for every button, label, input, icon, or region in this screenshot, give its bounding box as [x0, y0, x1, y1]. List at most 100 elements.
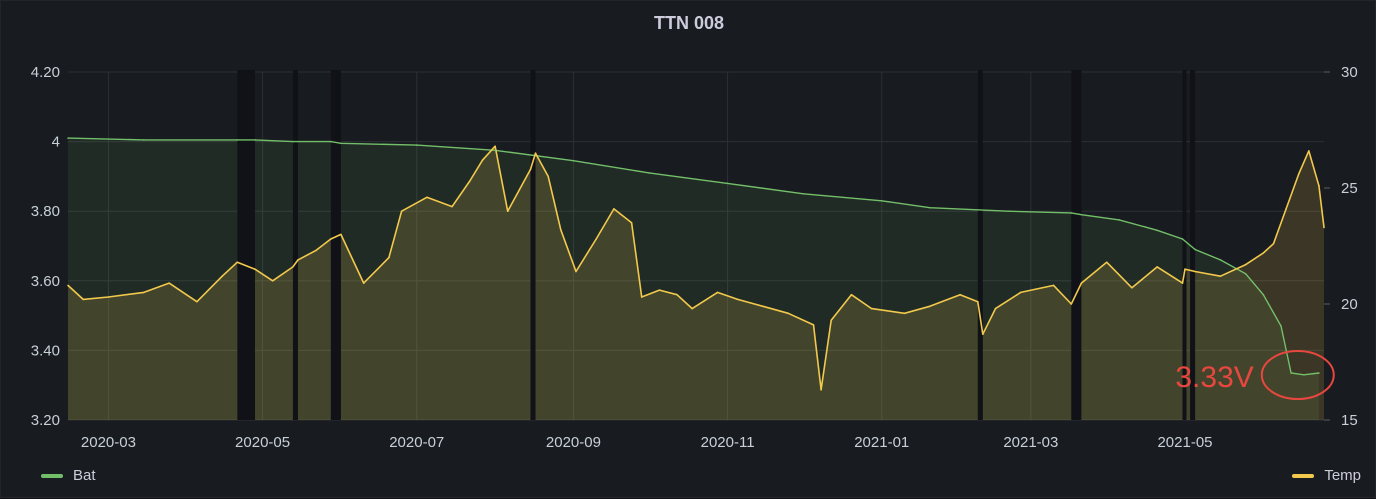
temp-point: [1244, 263, 1247, 266]
temp-point: [1105, 261, 1108, 264]
annotation-label: 3.33V: [1175, 361, 1253, 394]
temp-point: [982, 333, 984, 335]
y-left-tick-label: 4: [52, 134, 60, 151]
y-left-tick-label: 3.60: [31, 273, 60, 290]
temp-point: [196, 300, 198, 303]
temp-point: [254, 268, 256, 271]
temp-point: [1184, 268, 1186, 271]
bat-point: [330, 140, 332, 143]
legend-label-temp: Temp: [1324, 467, 1361, 484]
x-tick-label: 2021-01: [854, 434, 909, 451]
temp-point: [850, 293, 853, 296]
y-left-tick-label: 3.20: [31, 412, 60, 429]
bat-point: [1290, 372, 1292, 374]
data-gap-band: [1190, 70, 1196, 420]
y-right-tick-label: 30: [1341, 64, 1358, 81]
temp-point: [812, 324, 815, 326]
bat-point: [67, 137, 69, 139]
temp-point: [82, 298, 84, 301]
bat-point: [1118, 219, 1121, 221]
temp-point: [388, 256, 390, 259]
temp-point: [330, 238, 332, 240]
x-tick-label: 2020-07: [389, 434, 444, 451]
bat-point: [1181, 238, 1184, 240]
temp-point: [1272, 242, 1275, 245]
temp-point: [314, 249, 317, 252]
data-gap-band: [530, 70, 536, 420]
x-tick-label: 2021-03: [1003, 434, 1058, 451]
temp-point: [1262, 252, 1265, 254]
bat-point: [1318, 372, 1320, 374]
temp-point: [658, 289, 661, 291]
bat-point: [1262, 293, 1265, 296]
bat-point: [292, 140, 294, 143]
bat-point: [1280, 325, 1282, 327]
bat-area: [68, 138, 1319, 420]
temp-point: [236, 261, 239, 264]
bat-point: [1244, 273, 1247, 275]
temp-point: [469, 180, 471, 182]
temp-point: [340, 233, 342, 236]
temp-point: [1181, 282, 1184, 284]
temp-point: [575, 270, 577, 273]
bat-point: [880, 199, 883, 202]
legend-item-bat[interactable]: Bat: [41, 467, 96, 484]
temp-point: [959, 293, 961, 296]
bat-point: [1219, 259, 1222, 261]
bat-point: [726, 182, 729, 185]
temp-point: [1052, 284, 1055, 287]
temp-point: [362, 282, 365, 284]
temp-point: [1308, 150, 1310, 152]
x-tick-label: 2020-03: [81, 434, 136, 451]
temp-point: [143, 291, 145, 294]
temp-point: [1323, 226, 1325, 229]
temp-point: [559, 228, 562, 231]
temp-point: [534, 152, 537, 154]
legend-swatch-temp: [1292, 473, 1315, 478]
legend-swatch-bat: [41, 473, 63, 478]
temp-point: [1194, 270, 1196, 273]
x-tick-label: 2021-05: [1157, 434, 1212, 451]
temp-point: [1131, 286, 1133, 289]
temp-point: [271, 280, 274, 282]
temp-point: [691, 307, 694, 310]
bat-point: [340, 142, 342, 145]
bat-point: [1070, 212, 1073, 214]
temp-point: [928, 305, 931, 308]
y-right-tick-label: 20: [1341, 296, 1358, 313]
temp-point: [426, 196, 428, 199]
temp-point: [787, 312, 790, 315]
temp-point: [820, 389, 822, 391]
temp-point: [292, 266, 294, 268]
temp-point: [630, 222, 633, 224]
bat-point: [1080, 213, 1083, 216]
data-gap-band: [977, 70, 983, 420]
temp-point: [676, 293, 678, 296]
legend-item-temp[interactable]: Temp: [1292, 467, 1361, 484]
temp-point: [221, 275, 223, 277]
temp-point: [400, 210, 403, 212]
data-gap-band: [1071, 70, 1082, 420]
bat-point: [254, 139, 256, 141]
temp-point: [736, 298, 739, 301]
bat-point: [928, 206, 931, 209]
temp-point: [976, 300, 979, 303]
temp-point: [716, 291, 719, 294]
x-tick-label: 2020-11: [701, 434, 755, 451]
temp-point: [1219, 275, 1222, 277]
data-gap-band: [1182, 70, 1187, 420]
temp-point: [107, 296, 110, 298]
temp-point: [870, 307, 873, 310]
chart-title: TTN 008: [653, 13, 725, 33]
temp-point: [1080, 282, 1083, 284]
temp-area: [68, 146, 1324, 420]
temp-point: [1156, 266, 1159, 268]
y-right-tick-label: 25: [1341, 180, 1358, 197]
bat-point: [1194, 248, 1196, 251]
temp-point: [1070, 303, 1073, 305]
y-left-tick-label: 3.80: [31, 203, 60, 220]
temp-point: [830, 319, 833, 322]
y-right-tick-label: 15: [1341, 412, 1358, 429]
